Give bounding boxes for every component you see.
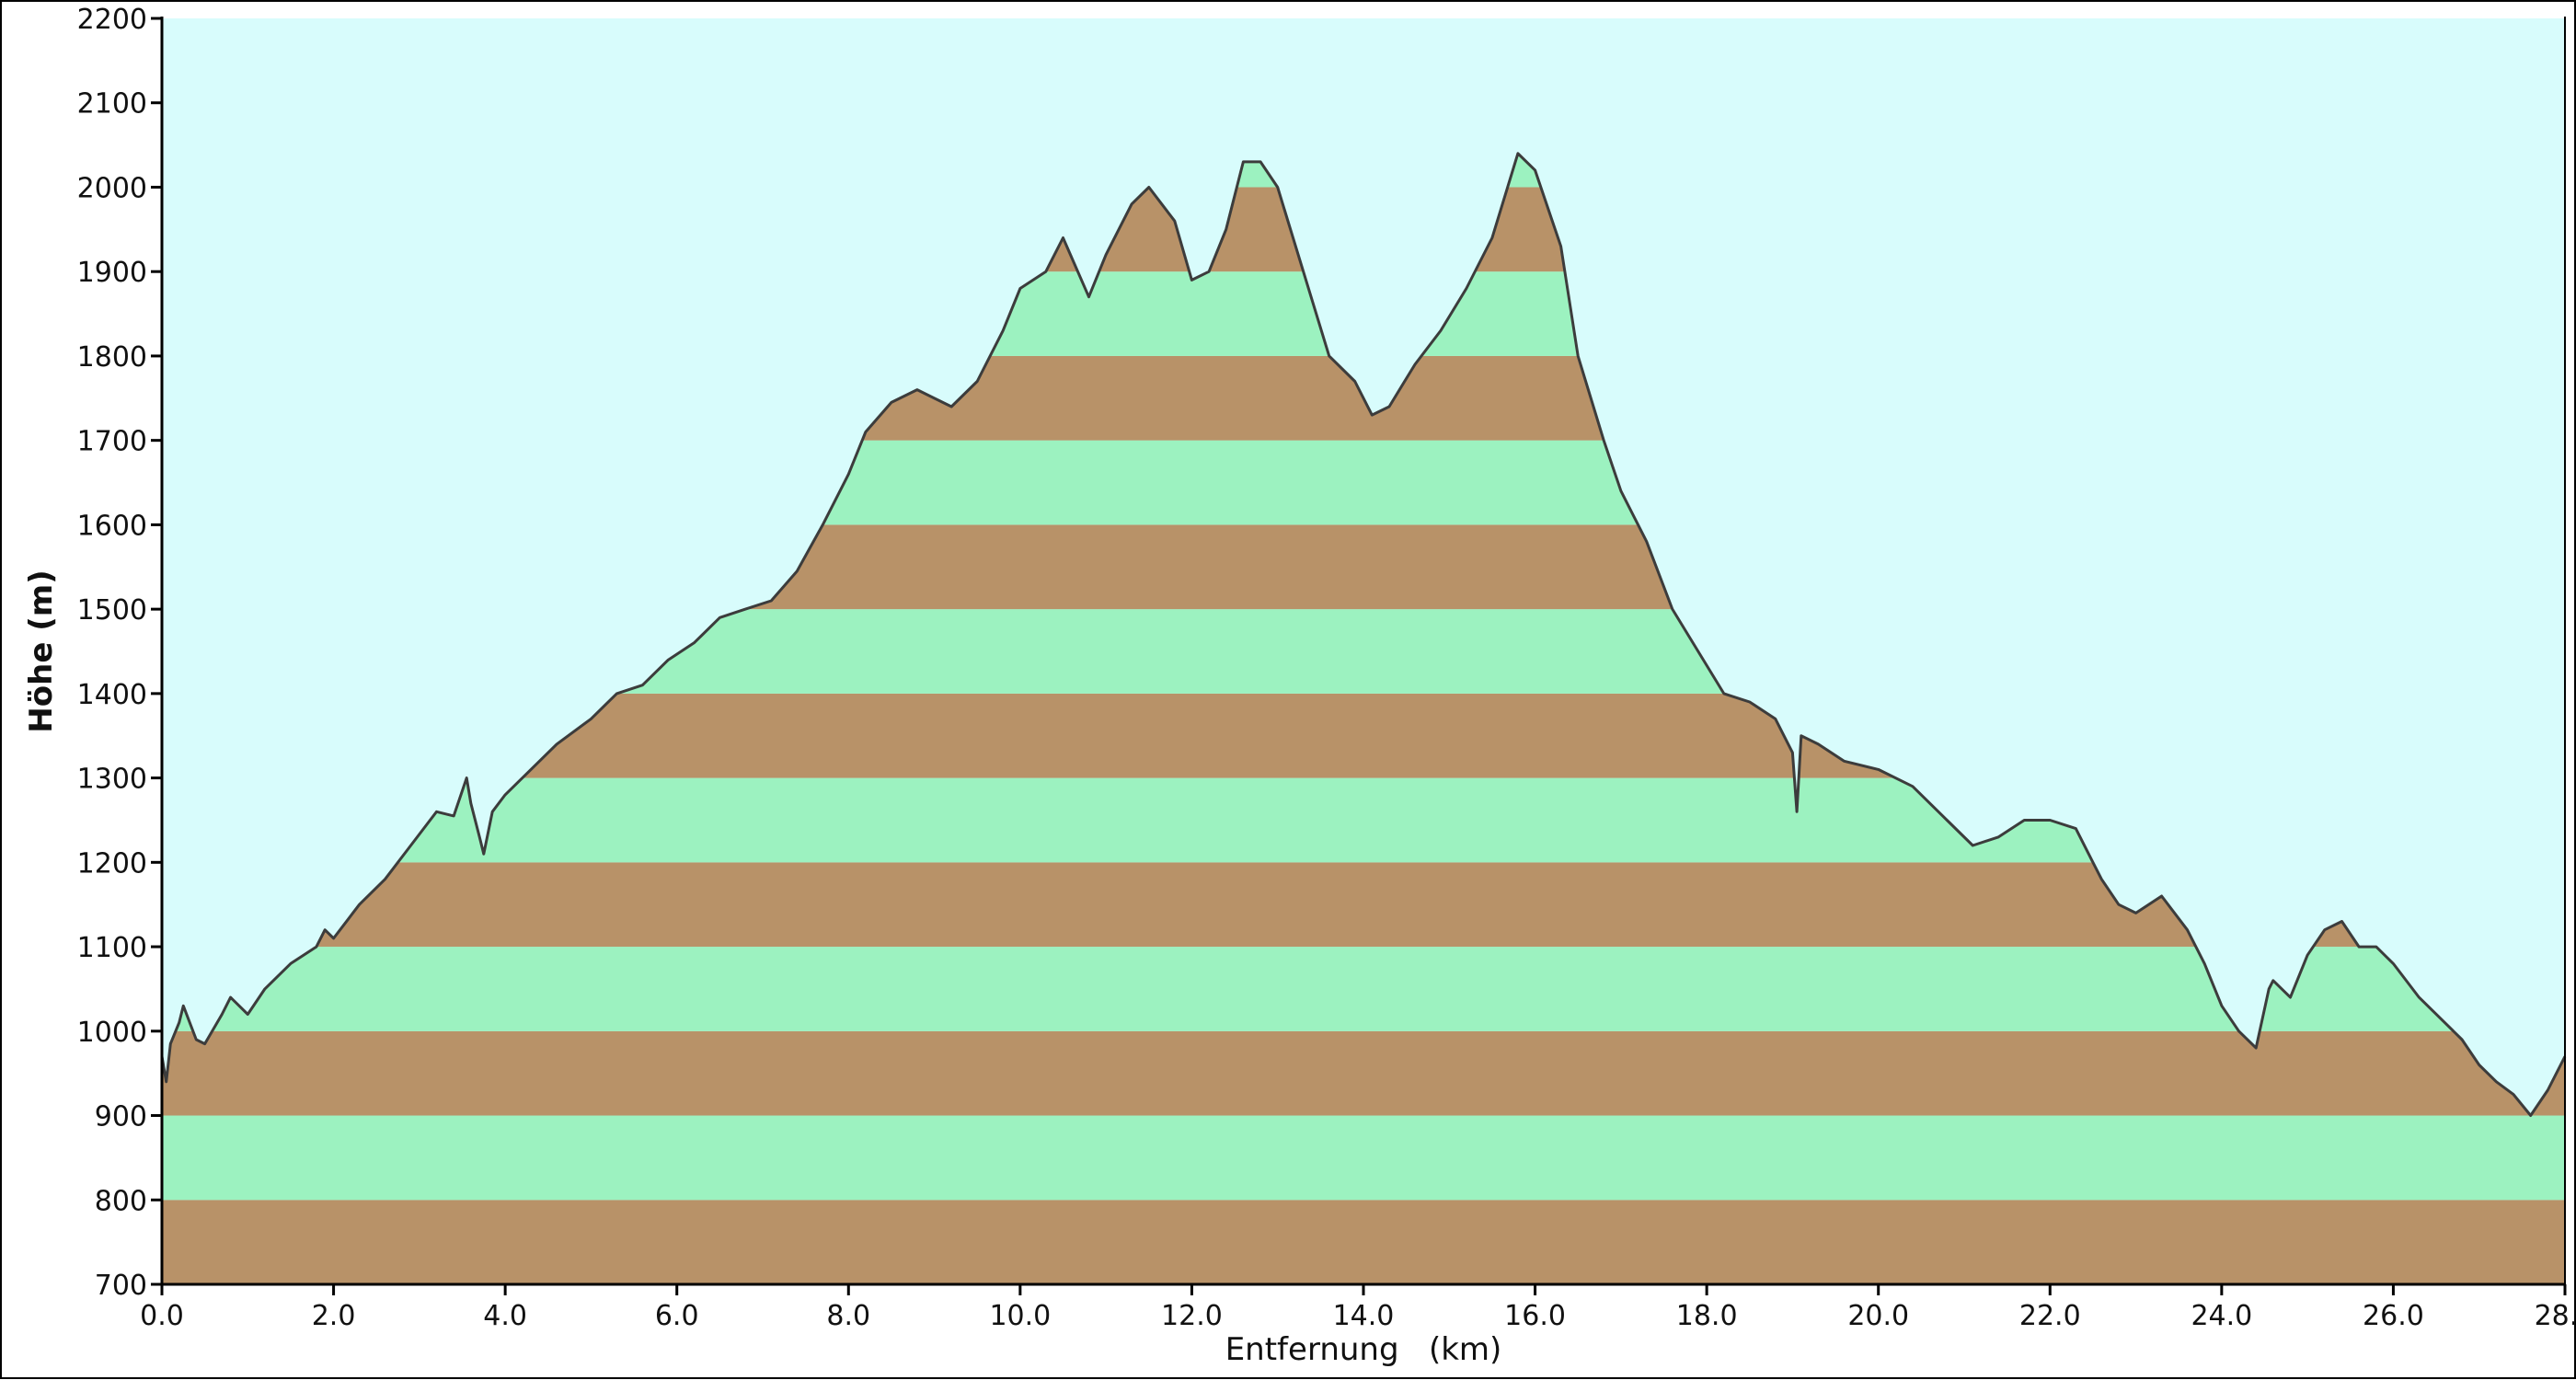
y-tick-label: 1300 xyxy=(77,764,147,796)
y-tick-label: 1700 xyxy=(77,426,147,458)
y-tick-label: 1400 xyxy=(77,679,147,711)
y-axis-title: Höhe (m) xyxy=(23,569,60,732)
elevation-band-700 xyxy=(162,1200,2565,1284)
x-tick-label: 12.0 xyxy=(1161,1300,1223,1332)
y-tick-label: 1100 xyxy=(77,932,147,964)
x-tick-label: 28.0 xyxy=(2535,1300,2576,1332)
elevation-band-900 xyxy=(162,1030,2565,1116)
x-axis-title: Entfernung (km) xyxy=(1225,1331,1502,1368)
x-tick-label: 26.0 xyxy=(2363,1300,2424,1332)
y-tick-label: 1900 xyxy=(77,257,147,289)
y-tick-label: 700 xyxy=(95,1270,147,1302)
x-tick-label: 8.0 xyxy=(826,1300,870,1332)
elevation-profile-line xyxy=(160,152,2567,1117)
y-tick-label: 1600 xyxy=(77,510,147,542)
x-tick-label: 22.0 xyxy=(2019,1300,2081,1332)
x-tick-label: 4.0 xyxy=(483,1300,527,1332)
x-tick-label: 0.0 xyxy=(140,1300,184,1332)
x-tick-label: 20.0 xyxy=(1847,1300,1909,1332)
x-tick-label: 10.0 xyxy=(989,1300,1051,1332)
elevation-band-1000 xyxy=(162,947,2565,1031)
x-tick-label: 2.0 xyxy=(312,1300,356,1332)
y-tick-label: 1200 xyxy=(77,847,147,880)
sky-area xyxy=(162,18,2565,1116)
x-tick-label: 24.0 xyxy=(2191,1300,2252,1332)
y-tick-label: 2200 xyxy=(77,4,147,36)
y-tick-label: 1800 xyxy=(77,341,147,374)
x-tick-label: 14.0 xyxy=(1333,1300,1395,1332)
y-tick-label: 1000 xyxy=(77,1017,147,1049)
y-tick-label: 2000 xyxy=(77,172,147,204)
x-tick-label: 16.0 xyxy=(1504,1300,1566,1332)
elevation-band-800 xyxy=(162,1115,2565,1201)
x-tick-label: 18.0 xyxy=(1676,1300,1738,1332)
y-tick-label: 900 xyxy=(95,1101,147,1133)
x-tick-label: 6.0 xyxy=(655,1300,699,1332)
y-tick-label: 2100 xyxy=(77,88,147,121)
y-tick-label: 1500 xyxy=(77,594,147,627)
y-tick-label: 800 xyxy=(95,1185,147,1217)
